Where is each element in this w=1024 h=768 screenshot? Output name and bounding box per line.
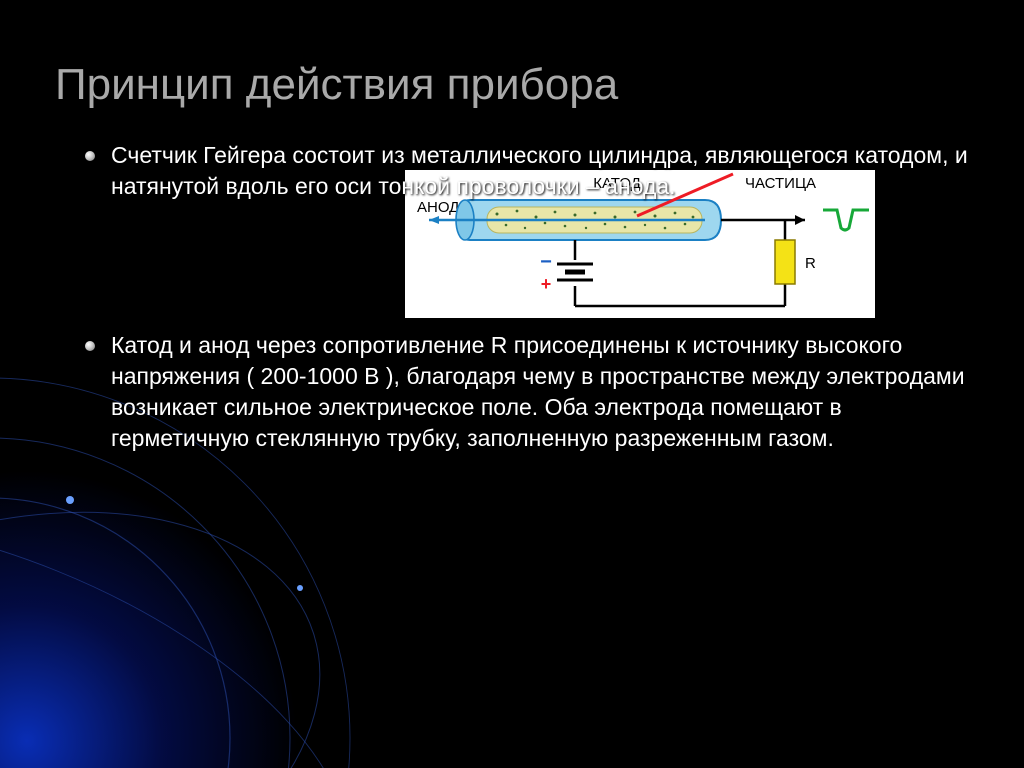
slide-title: Принцип действия прибора bbox=[55, 60, 969, 110]
bullet-item: Катод и анод через сопротивление R присо… bbox=[85, 330, 969, 454]
bullet-text-2: Катод и анод через сопротивление R присо… bbox=[111, 332, 965, 451]
bullet-item: Счетчик Гейгера состоит из металлическог… bbox=[85, 140, 969, 202]
battery-minus-label: − bbox=[540, 251, 552, 273]
bullet-list: Счетчик Гейгера состоит из металлическог… bbox=[55, 140, 969, 202]
background-glow bbox=[0, 468, 300, 768]
tube-icon bbox=[429, 200, 721, 240]
bullet-text-1: Счетчик Гейгера состоит из металлическог… bbox=[111, 142, 968, 199]
battery-plus-label: + bbox=[541, 274, 552, 294]
bullet-list-2: Катод и анод через сопротивление R присо… bbox=[55, 330, 969, 454]
resistor-label: R bbox=[805, 255, 816, 272]
slide-content: Принцип действия прибора Счетчик Гейгера… bbox=[0, 0, 1024, 454]
